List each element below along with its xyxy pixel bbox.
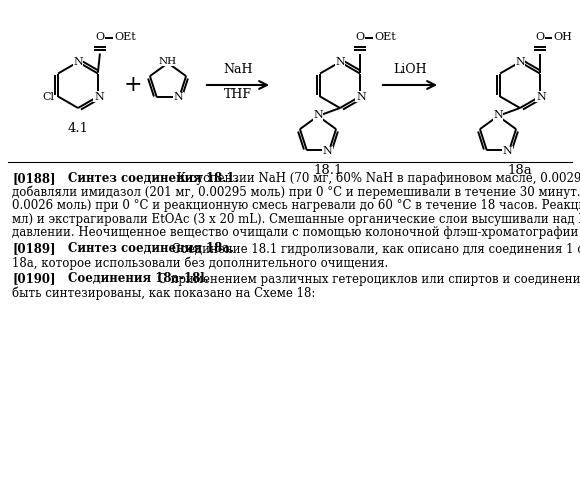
Text: N: N (322, 146, 332, 156)
Text: 18a: 18a (508, 164, 532, 177)
Text: 18.1: 18.1 (313, 164, 343, 177)
Text: N: N (536, 92, 546, 102)
Text: К суспензии NaH (70 мг, 60% NaH в парафиновом масле, 0.00295 моль) в THF (5 мл): К суспензии NaH (70 мг, 60% NaH в парафи… (173, 172, 580, 185)
Text: быть синтезированы, как показано на Схеме 18:: быть синтезированы, как показано на Схем… (12, 286, 316, 300)
Text: NaH: NaH (223, 63, 253, 76)
Text: NH: NH (159, 56, 177, 66)
Text: N: N (313, 110, 323, 120)
Text: +: + (124, 74, 142, 96)
Text: N: N (502, 146, 512, 156)
Text: Синтез соединения 18.1.: Синтез соединения 18.1. (68, 172, 238, 185)
Text: Соединения 18a-18l.: Соединения 18a-18l. (68, 272, 209, 285)
Text: N: N (356, 92, 366, 102)
Text: Cl: Cl (42, 92, 54, 102)
Text: LiOH: LiOH (393, 63, 427, 76)
Text: 18a, которое использовали без дополнительного очищения.: 18a, которое использовали без дополнител… (12, 256, 388, 270)
Text: N: N (493, 110, 503, 120)
Text: N: N (515, 57, 525, 67)
Text: [0190]: [0190] (12, 272, 56, 285)
Text: Соединение 18.1 гидролизовали, как описано для соединения 1 с получением соедине: Соединение 18.1 гидролизовали, как описа… (168, 242, 580, 256)
Text: OEt: OEt (374, 32, 396, 42)
Text: OEt: OEt (114, 32, 136, 42)
Text: O: O (535, 32, 545, 42)
Text: давлении. Неочищенное вещество очищали с помощью колоночной флэш-хроматографии с: давлении. Неочищенное вещество очищали с… (12, 226, 580, 239)
Text: [0188]: [0188] (12, 172, 56, 185)
Text: добавляли имидазол (201 мг, 0.00295 моль) при 0 °C и перемешивали в течение 30 м: добавляли имидазол (201 мг, 0.00295 моль… (12, 186, 580, 199)
Text: Синтез соединения 18a.: Синтез соединения 18a. (68, 242, 234, 256)
Text: [0189]: [0189] (12, 242, 56, 256)
Text: 0.0026 моль) при 0 °C и реакционную смесь нагревали до 60 °C в течение 18 часов.: 0.0026 моль) при 0 °C и реакционную смес… (12, 199, 580, 212)
Text: OH: OH (553, 32, 572, 42)
Text: N: N (73, 57, 83, 67)
Text: THF: THF (224, 88, 252, 101)
Text: O: O (356, 32, 364, 42)
Text: мл) и экстрагировали EtOAc (3 x 20 mL). Смешанные органические слои высушивали н: мл) и экстрагировали EtOAc (3 x 20 mL). … (12, 212, 580, 226)
Text: N: N (173, 92, 183, 102)
Text: С применением различных гетероциклов или спиртов и соединения 4.1, следующие кис: С применением различных гетероциклов или… (154, 272, 580, 285)
Text: 4.1: 4.1 (67, 122, 89, 135)
Text: N: N (335, 57, 345, 67)
Text: O: O (95, 32, 104, 42)
Text: N: N (94, 92, 104, 102)
